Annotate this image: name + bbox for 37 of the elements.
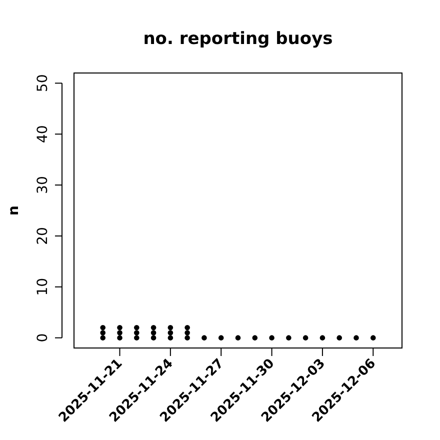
point — [370, 335, 376, 340]
y-tick-label: 50 — [35, 74, 51, 92]
point — [184, 330, 190, 336]
point — [286, 335, 292, 340]
point — [168, 330, 174, 336]
point — [100, 335, 106, 340]
y-tick-label: 0 — [35, 333, 51, 342]
point — [320, 335, 326, 340]
y-tick-label: 10 — [35, 278, 51, 296]
point — [150, 330, 156, 336]
chart-title: no. reporting buoys — [143, 29, 333, 49]
point — [100, 330, 106, 336]
point — [134, 324, 140, 330]
point — [184, 335, 190, 340]
point — [150, 335, 156, 340]
point — [100, 324, 106, 330]
point — [117, 335, 122, 340]
point — [134, 330, 140, 336]
y-tick-label: 20 — [35, 227, 51, 245]
point — [252, 335, 258, 340]
point — [302, 335, 308, 340]
point — [150, 324, 156, 330]
point — [117, 330, 122, 336]
point — [235, 335, 241, 340]
point — [336, 335, 342, 340]
point — [117, 324, 122, 330]
point — [184, 324, 190, 330]
point — [354, 335, 359, 340]
point — [134, 335, 140, 340]
point — [218, 335, 224, 340]
point — [168, 335, 174, 340]
y-tick-label: 30 — [35, 176, 51, 194]
y-axis-title: n — [6, 206, 22, 216]
y-tick-label: 40 — [35, 125, 51, 144]
point — [269, 335, 274, 340]
point — [202, 335, 207, 340]
point — [168, 324, 174, 330]
